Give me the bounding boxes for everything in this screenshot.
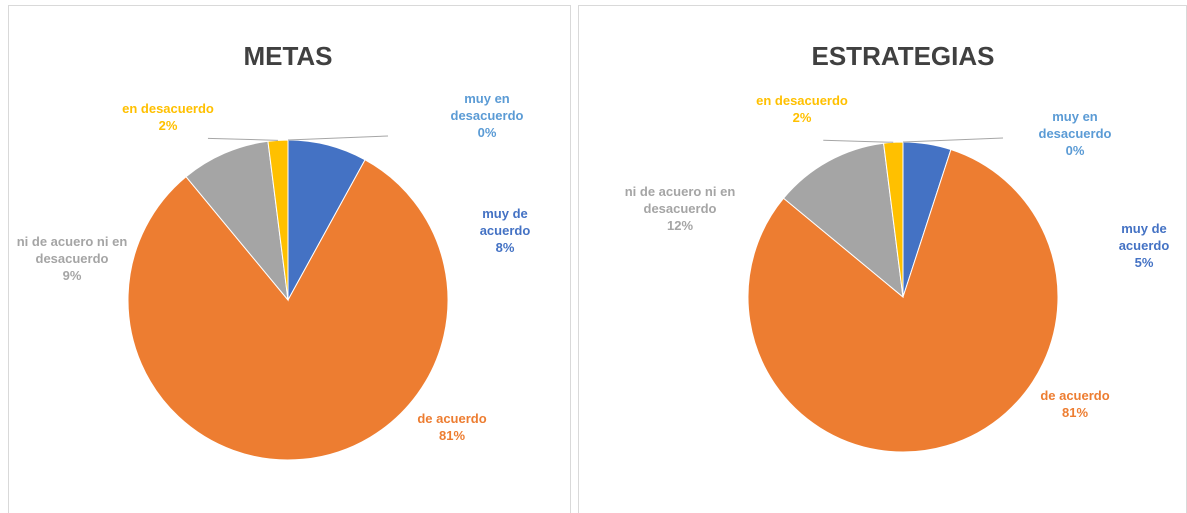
value-label: 2% — [158, 118, 178, 133]
chart-frame — [8, 5, 571, 513]
chart-title: ESTRATEGIAS — [812, 41, 995, 71]
value-label: 12% — [666, 218, 694, 233]
value-label: 81% — [438, 428, 466, 443]
slice-label: muy en desacuerdo 0% — [442, 90, 532, 141]
category-label: ni de acuero ni en desacuerdo — [16, 234, 128, 266]
value-label: 9% — [62, 268, 82, 283]
category-label: muy de acuerdo — [479, 206, 531, 238]
slice-label: muy de acuerdo 8% — [465, 205, 545, 256]
slice-label: de acuerdo 81% — [1025, 387, 1125, 421]
slice-label: ni de acuero ni en desacuerdo 12% — [610, 183, 750, 234]
category-label: muy de acuerdo — [1118, 221, 1170, 253]
value-label: 0% — [477, 125, 497, 140]
leader-line — [207, 137, 278, 141]
category-label: ni de acuero ni en desacuerdo — [624, 184, 736, 216]
slice-label: en desacuerdo 2% — [747, 92, 857, 126]
category-label: muy en desacuerdo — [450, 91, 524, 123]
value-label: 8% — [495, 240, 515, 255]
category-label: de acuerdo — [417, 411, 487, 426]
category-label: muy en desacuerdo — [1038, 109, 1112, 141]
slice-label: muy en desacuerdo 0% — [1030, 108, 1120, 159]
category-label: de acuerdo — [1040, 388, 1110, 403]
leader-line — [902, 137, 1004, 143]
chart-title: METAS — [243, 41, 332, 71]
slice-label: muy de acuerdo 5% — [1104, 220, 1184, 271]
value-label: 2% — [792, 110, 812, 125]
value-label: 5% — [1134, 255, 1154, 270]
leader-line — [287, 135, 389, 141]
pie-slice — [747, 148, 1059, 453]
pie-slice — [185, 140, 289, 302]
category-label: en desacuerdo — [122, 101, 214, 116]
slice-label: de acuerdo 81% — [407, 410, 497, 444]
slice-label: en desacuerdo 2% — [113, 100, 223, 134]
leader-line — [823, 139, 894, 143]
value-label: 0% — [1065, 143, 1085, 158]
value-label: 81% — [1061, 405, 1089, 420]
slice-label: ni de acuero ni en desacuerdo 9% — [7, 233, 137, 284]
pie-slice — [127, 159, 449, 461]
pie-slice — [782, 142, 904, 299]
category-label: en desacuerdo — [756, 93, 848, 108]
